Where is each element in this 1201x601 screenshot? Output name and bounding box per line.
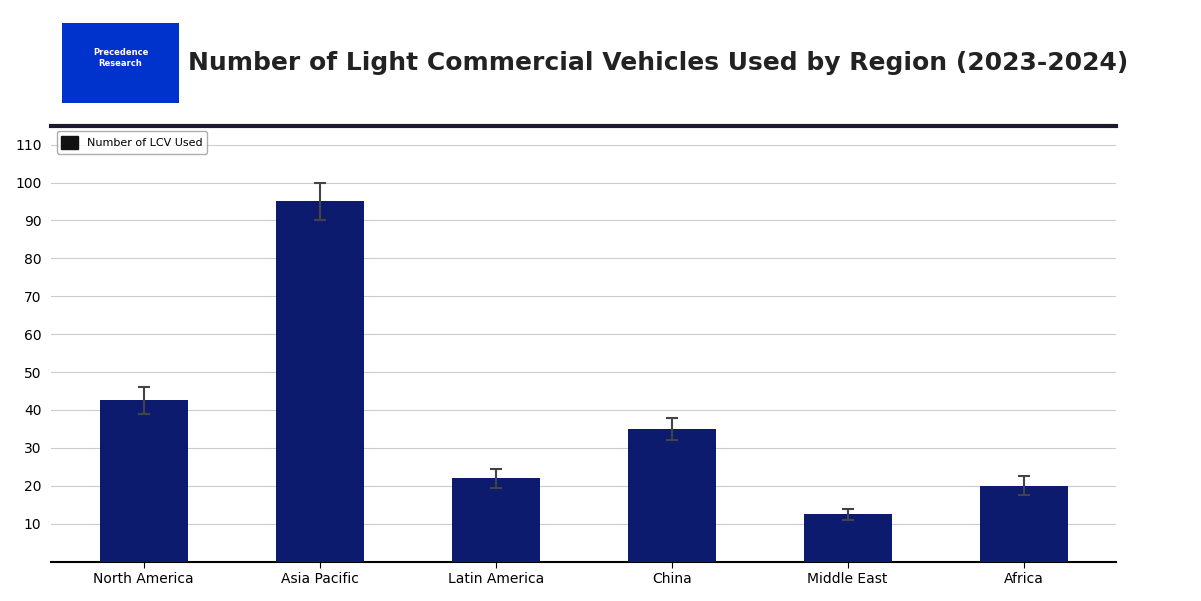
Bar — [980, 486, 1068, 561]
Bar — [276, 201, 364, 561]
Bar — [803, 514, 891, 561]
Bar — [628, 429, 716, 561]
Bar — [100, 400, 187, 561]
FancyBboxPatch shape — [62, 23, 179, 103]
Text: Number of Light Commercial Vehicles Used by Region (2023-2024): Number of Light Commercial Vehicles Used… — [189, 51, 1128, 75]
Legend: Number of LCV Used: Number of LCV Used — [56, 131, 207, 154]
Bar — [452, 478, 539, 561]
Text: Precedence
Research: Precedence Research — [92, 48, 148, 68]
